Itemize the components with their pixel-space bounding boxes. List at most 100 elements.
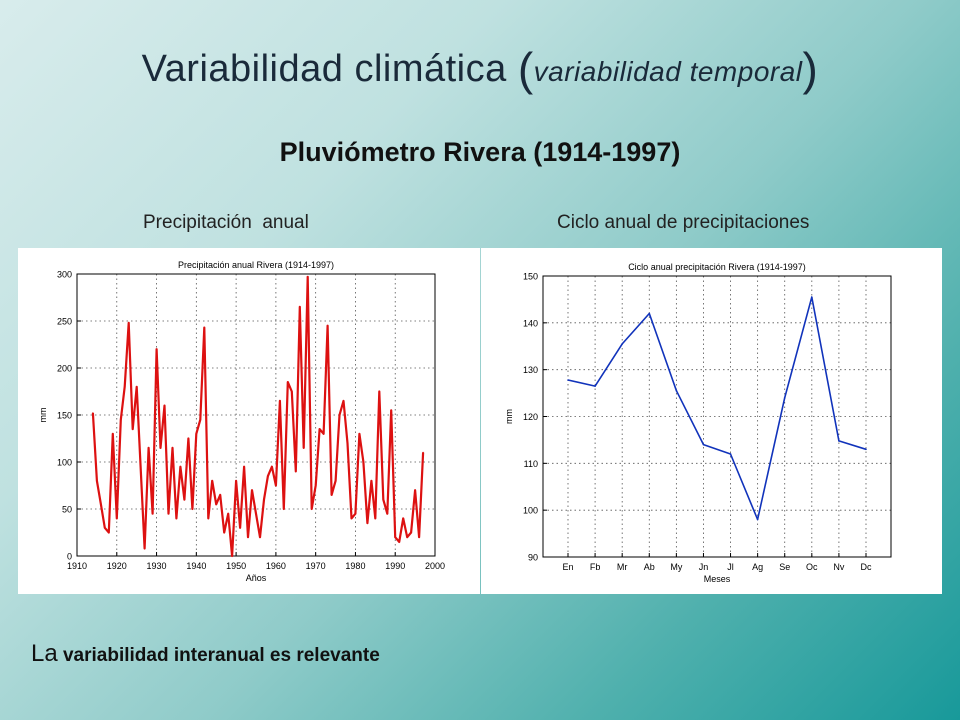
y-tick-label: 100 [523, 506, 538, 516]
series-line [91, 275, 425, 558]
data-point [783, 397, 786, 399]
data-point [374, 517, 377, 520]
caption-annual-cycle: Ciclo anual de precipitaciones [557, 212, 810, 233]
data-point [382, 498, 385, 501]
data-point [334, 480, 337, 482]
data-point [219, 494, 221, 496]
data-point [299, 306, 301, 308]
annual-cycle-chart: 90 100 110 120 130 140 150 En Fb Mr Ab My Jn Jl Ag Se Oc… [481, 248, 942, 594]
data-point [179, 465, 182, 468]
data-point [756, 518, 759, 521]
y-tick-label: 90 [528, 553, 538, 563]
data-point [211, 480, 213, 482]
data-point [350, 517, 353, 520]
data-point [123, 386, 126, 388]
plot-frame [76, 273, 436, 557]
x-tick-label: 1930 [147, 561, 167, 571]
data-point [251, 489, 253, 491]
data-point [163, 404, 166, 407]
x-tick-label: Ag [752, 562, 763, 572]
x-tick-label: 1950 [226, 561, 246, 571]
data-point [366, 522, 369, 524]
data-point [147, 447, 150, 449]
data-point [263, 498, 265, 501]
y-tick-label: 250 [57, 317, 72, 327]
y-tick-label: 150 [57, 411, 72, 421]
note-text: La variabilidad interanual es relevante [31, 640, 380, 668]
title-sub: variabilidad temporal [533, 56, 803, 87]
data-point [116, 517, 118, 520]
x-tick-label: Oc [806, 562, 818, 572]
y-tick-label: 200 [57, 364, 72, 374]
annual-precip-svg: 0 50 100 150 200 250 300 1910 1920 1930 1940 1950 19… [38, 260, 445, 583]
data-point [838, 440, 840, 442]
data-point [370, 480, 373, 482]
data-point [295, 470, 297, 473]
x-tick-label: Mr [617, 562, 628, 572]
x-tick-label: My [670, 562, 682, 572]
x-tick-label: 1940 [186, 561, 206, 571]
x-tick-label: Jl [727, 562, 734, 572]
data-point [155, 348, 158, 350]
x-tick-label: 1990 [385, 561, 405, 571]
data-point [394, 536, 397, 538]
x-tick-label: Ab [644, 562, 655, 572]
data-point [96, 480, 98, 482]
slide-title: Variabilidad climática (variabilidad tem… [0, 42, 960, 96]
data-point [120, 418, 122, 421]
data-point [92, 412, 94, 414]
note-rest: variabilidad interanual es relevante [57, 645, 380, 666]
data-point [131, 428, 134, 430]
data-point [199, 418, 202, 421]
data-point [310, 508, 313, 510]
data-point [402, 517, 405, 520]
slide-subtitle: Pluviómetro Rivera (1914-1997) [279, 137, 681, 167]
data-point [243, 465, 245, 468]
data-point [104, 527, 106, 529]
data-point [330, 494, 333, 496]
x-tick-label: 1920 [107, 561, 127, 571]
data-point [259, 536, 261, 538]
data-point [362, 461, 365, 463]
data-point [414, 489, 416, 491]
data-point [422, 451, 424, 454]
plot-frame [542, 275, 892, 558]
x-tick-label: 1980 [345, 561, 365, 571]
data-point [143, 547, 146, 550]
x-tick-label: Nv [833, 562, 844, 572]
data-point [231, 555, 233, 557]
data-point [342, 400, 345, 402]
data-point [386, 512, 389, 515]
data-point [865, 448, 867, 451]
title-paren-open: ( [517, 43, 534, 95]
y-tick-label: 120 [523, 412, 538, 422]
data-point [255, 512, 257, 515]
data-point [390, 409, 393, 412]
data-point [227, 512, 229, 515]
data-point [418, 536, 420, 538]
data-point [207, 517, 210, 520]
data-point [346, 442, 349, 444]
data-point [410, 531, 412, 534]
data-point [215, 503, 217, 506]
data-point [135, 386, 138, 388]
y-tick-label: 50 [62, 505, 72, 515]
x-tick-label: 2000 [425, 561, 445, 571]
y-tick-label: 110 [524, 459, 538, 469]
data-point [127, 322, 130, 324]
title-main: Variabilidad climática [141, 48, 507, 90]
x-tick-label: 1960 [266, 561, 286, 571]
data-point [191, 508, 194, 510]
data-point [354, 512, 357, 515]
annual-precip-chart: 0 50 100 150 200 250 300 1910 1920 1930 1940 1950 19… [18, 248, 480, 594]
data-point [187, 437, 190, 440]
annual-cycle-svg: 90 100 110 120 130 140 150 En Fb Mr Ab My Jn Jl Ag Se Oc… [504, 262, 892, 584]
data-point [406, 536, 409, 538]
data-point [621, 343, 623, 345]
data-point [702, 443, 705, 446]
data-point [358, 433, 361, 435]
data-point [112, 433, 114, 435]
x-tick-label: Jn [699, 562, 709, 572]
data-point [287, 381, 289, 383]
data-point [203, 326, 206, 329]
